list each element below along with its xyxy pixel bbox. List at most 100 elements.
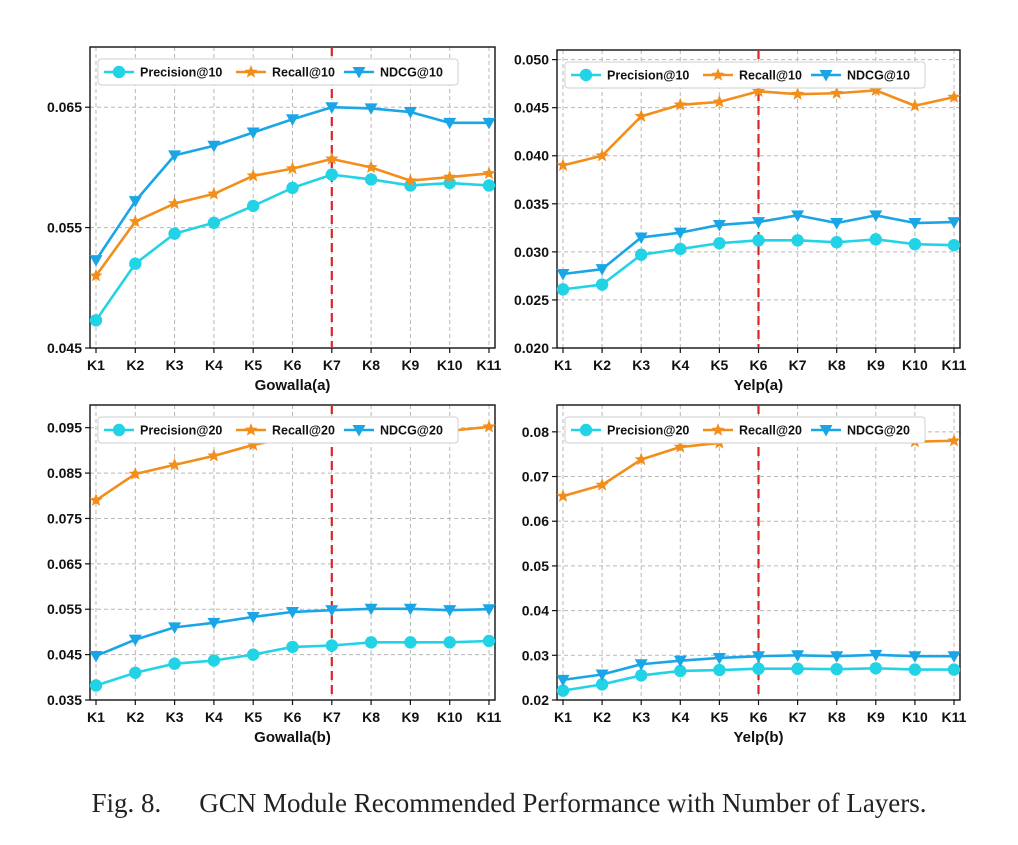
x-tick-label: K11 bbox=[942, 709, 967, 725]
x-tick-label: K8 bbox=[828, 709, 846, 725]
data-point-ndcg bbox=[403, 107, 417, 119]
data-point-recall bbox=[634, 452, 648, 466]
data-point-recall bbox=[128, 466, 142, 480]
data-point-precision bbox=[713, 663, 726, 677]
figure-caption: Fig. 8. GCN Module Recommended Performanc… bbox=[0, 788, 1018, 819]
x-tick-label: K6 bbox=[750, 709, 768, 725]
plot-frame bbox=[89, 404, 496, 701]
series-precision bbox=[556, 662, 961, 697]
data-point-recall bbox=[673, 97, 687, 111]
x-tick-label: K3 bbox=[166, 357, 184, 373]
data-point-precision bbox=[247, 648, 260, 661]
data-point-recall bbox=[712, 94, 727, 108]
series-ndcg bbox=[556, 649, 961, 687]
series-precision bbox=[89, 634, 496, 692]
data-point-recall bbox=[482, 166, 496, 180]
data-point-recall bbox=[595, 478, 609, 491]
x-tick-label: K4 bbox=[671, 709, 689, 725]
x-tick-label: K2 bbox=[593, 357, 611, 373]
y-tick-label: 0.07 bbox=[522, 469, 549, 485]
legend-marker-ndcg bbox=[352, 67, 366, 79]
data-point-precision bbox=[752, 662, 765, 675]
y-tick-label: 0.035 bbox=[47, 692, 82, 708]
data-point-precision bbox=[869, 233, 882, 246]
data-point-ndcg bbox=[168, 622, 182, 634]
data-point-precision bbox=[947, 663, 961, 676]
data-point-ndcg bbox=[634, 659, 648, 671]
data-point-ndcg bbox=[556, 268, 570, 281]
x-tick-label: K7 bbox=[323, 709, 341, 725]
x-tick-label: K11 bbox=[477, 357, 502, 373]
data-point-recall bbox=[246, 437, 260, 451]
data-point-ndcg bbox=[286, 606, 299, 619]
series-ndcg bbox=[556, 210, 961, 281]
x-tick-label: K11 bbox=[477, 709, 502, 725]
legend-label-recall: Recall@10 bbox=[272, 66, 335, 80]
data-point-recall bbox=[89, 268, 103, 282]
data-point-ndcg bbox=[286, 114, 299, 126]
data-point-precision bbox=[325, 639, 338, 652]
y-tick-label: 0.085 bbox=[47, 465, 82, 481]
legend-marker-recall bbox=[244, 423, 258, 436]
x-tick-label: K10 bbox=[437, 709, 463, 725]
plot-frame bbox=[89, 46, 496, 349]
data-point-ndcg bbox=[595, 669, 609, 682]
data-point-precision bbox=[89, 314, 103, 327]
x-tick-label: K1 bbox=[87, 709, 105, 725]
data-point-ndcg bbox=[752, 651, 765, 663]
legend: Precision@10 Recall@10 NDCG@10 bbox=[97, 58, 459, 86]
data-point-ndcg bbox=[325, 605, 339, 617]
legend-label-precision: Precision@10 bbox=[140, 66, 222, 80]
data-point-recall bbox=[790, 87, 805, 100]
data-point-ndcg bbox=[947, 651, 961, 663]
data-point-ndcg bbox=[947, 217, 961, 229]
legend-marker-precision bbox=[112, 423, 126, 437]
legend-label-precision: Precision@10 bbox=[607, 69, 689, 83]
data-point-precision bbox=[908, 237, 922, 251]
legend-label-precision: Precision@20 bbox=[140, 424, 222, 438]
legend: Precision@20 Recall@20 NDCG@20 bbox=[97, 416, 459, 444]
data-point-precision bbox=[207, 654, 221, 667]
y-tick-label: 0.04 bbox=[522, 603, 549, 619]
data-point-precision bbox=[674, 664, 687, 678]
data-point-precision bbox=[443, 636, 456, 649]
data-point-recall bbox=[634, 109, 648, 122]
data-point-ndcg bbox=[908, 651, 922, 663]
data-point-recall bbox=[403, 173, 418, 187]
data-point-recall bbox=[908, 98, 922, 112]
legend-marker-ndcg bbox=[819, 70, 833, 82]
data-point-recall bbox=[89, 493, 103, 506]
y-tick-label: 0.055 bbox=[47, 601, 82, 617]
data-point-recall bbox=[869, 83, 883, 97]
data-point-ndcg bbox=[791, 650, 805, 662]
chart-panel-2: 0.020 0.025 0.030 0.035 0.040 0.045 0.050 K1 K2 K… bbox=[514, 49, 967, 394]
x-axis-label: Yelp(b) bbox=[733, 729, 783, 746]
legend-label-ndcg: NDCG@10 bbox=[847, 69, 910, 83]
legend-label-ndcg: NDCG@20 bbox=[380, 424, 443, 438]
y-tick-label: 0.055 bbox=[47, 220, 82, 236]
data-point-ndcg bbox=[443, 117, 457, 130]
x-tick-label: K1 bbox=[87, 357, 105, 373]
data-point-precision bbox=[791, 662, 804, 675]
data-point-precision bbox=[674, 242, 687, 256]
data-point-ndcg bbox=[207, 140, 221, 153]
data-point-ndcg bbox=[869, 649, 883, 662]
data-point-recall bbox=[556, 158, 570, 172]
x-tick-label: K2 bbox=[593, 709, 611, 725]
data-point-recall bbox=[947, 90, 961, 103]
data-point-ndcg bbox=[364, 603, 378, 616]
legend-label-ndcg: NDCG@20 bbox=[847, 424, 910, 438]
y-tick-label: 0.05 bbox=[522, 558, 549, 574]
legend-marker-recall bbox=[244, 65, 258, 78]
y-tick-label: 0.02 bbox=[522, 692, 549, 708]
y-tick-label: 0.075 bbox=[47, 510, 82, 526]
y-tick-label: 0.050 bbox=[514, 52, 549, 68]
data-point-precision bbox=[404, 636, 417, 649]
data-point-precision bbox=[595, 278, 609, 291]
data-point-ndcg bbox=[752, 217, 765, 229]
legend-label-ndcg: NDCG@10 bbox=[380, 66, 443, 80]
data-point-precision bbox=[830, 236, 843, 249]
series-recall bbox=[556, 83, 961, 172]
x-tick-label: K10 bbox=[902, 357, 928, 373]
data-point-precision bbox=[869, 662, 882, 675]
